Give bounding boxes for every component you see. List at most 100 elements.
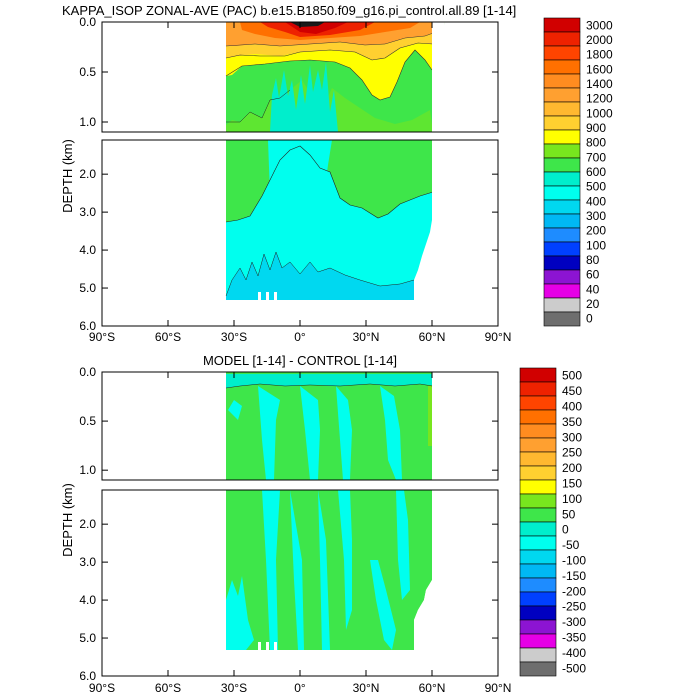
chart-2-colorbar-box — [519, 535, 557, 551]
chart-1-colorbar-label: 800 — [586, 136, 606, 150]
chart-2-upper-contour-1 — [225, 383, 433, 389]
chart-1-colorbar-box — [543, 241, 581, 257]
chart-2-colorbar-label: -50 — [562, 538, 580, 552]
chart-2-colorbar-box — [519, 493, 557, 509]
chart-1-colorbar-box — [543, 143, 581, 159]
chart-2-colorbar-box — [519, 563, 557, 579]
chart-2-lower-plume-4 — [338, 490, 352, 630]
chart-2-colorbar-box — [519, 591, 557, 607]
chart-2-title: MODEL [1-14] - CONTROL [1-14] — [203, 353, 397, 368]
chart-1-xtick-label: 30°S — [221, 330, 247, 344]
chart-1-colorbar-box — [543, 115, 581, 131]
chart-2-colorbar-box — [519, 661, 557, 677]
chart-1-colorbar-box — [543, 199, 581, 215]
chart-2-upper-plume-2 — [300, 386, 320, 480]
chart-2-colorbar-label: 250 — [562, 446, 582, 460]
chart-2-colorbar-box — [519, 451, 557, 467]
chart-2-colorbar-label: 350 — [562, 415, 582, 429]
chart-2-upper-field — [225, 372, 442, 480]
chart-2-colorbar-box — [519, 507, 557, 523]
chart-1-title: KAPPA_ISOP ZONAL-AVE (PAC) b.e15.B1850.f… — [62, 3, 516, 18]
chart-2-yticks-lower: 2.0 3.0 4.0 5.0 6.0 — [79, 517, 498, 683]
chart-1-colorbar-box — [543, 297, 581, 313]
chart-1-ytick-upper-label: 0.0 — [79, 15, 96, 29]
chart-1-colorbar-label: 0 — [586, 312, 593, 326]
chart-2-lower-gap-1 — [258, 642, 261, 650]
chart-1-ytick-upper-label: 1.0 — [79, 115, 96, 129]
chart-2-upper-land-mask — [432, 374, 442, 480]
chart-2-colorbar-box — [519, 549, 557, 565]
chart-2-colorbar-label: 500 — [562, 369, 582, 383]
chart-1-ytick-lower-label: 3.0 — [79, 205, 96, 219]
chart-2-ytick-lower-label: 5.0 — [79, 631, 96, 645]
chart-1-upper-contour-1 — [225, 42, 434, 61]
chart-2-colorbar-box — [519, 479, 557, 495]
chart-1-colorbar: 3000200018001600140012001000900800700600… — [543, 17, 613, 327]
chart-2-colorbar-box — [519, 423, 557, 439]
chart-2-colorbar: 500450400350300250200150100500-50-100-15… — [519, 367, 586, 677]
chart-1-colorbar-label: 100 — [586, 238, 606, 252]
chart-2-lower-land-mask-1 — [414, 580, 432, 650]
chart-2-colorbar-box — [519, 437, 557, 453]
chart-1-xtick-label: 30°N — [353, 330, 380, 344]
chart-1-colorbar-box — [543, 185, 581, 201]
chart-1-upper-cyan-plumes — [270, 62, 338, 132]
chart-2-colorbar-label: -100 — [562, 554, 586, 568]
chart-1-colorbar-box — [543, 129, 581, 145]
chart-2-colorbar-label: -400 — [562, 646, 586, 660]
chart-1-upper-contour-4 — [226, 89, 291, 123]
chart-1-colorbar-label: 700 — [586, 150, 606, 164]
chart-1-colorbar-box — [543, 101, 581, 117]
chart-1-colorbar-label: 2000 — [586, 33, 613, 47]
chart-1-xtick-label: 60°N — [419, 330, 446, 344]
chart-2-lower-gap-3 — [274, 642, 277, 650]
chart-1-colorbar-box — [543, 157, 581, 173]
chart-2-colorbar-label: 200 — [562, 461, 582, 475]
chart-2-xtick-label: 30°S — [221, 681, 247, 695]
chart-1: KAPPA_ISOP ZONAL-AVE (PAC) b.e15.B1850.f… — [60, 3, 613, 344]
chart-1-colorbar-label: 300 — [586, 209, 606, 223]
chart-2-lower-land-mask-2 — [432, 490, 442, 650]
chart-2-lower-plume-6 — [370, 560, 396, 650]
chart-2-lower-plume-3 — [318, 490, 330, 650]
chart-1-colorbar-label: 60 — [586, 268, 600, 282]
chart-2-colorbar-label: -300 — [562, 615, 586, 629]
chart-2-upper-plume-4 — [380, 386, 402, 480]
chart-1-xtick-label: 60°S — [155, 330, 181, 344]
chart-1-colorbar-label: 80 — [586, 253, 600, 267]
chart-2-lower-plume-1 — [262, 490, 280, 650]
chart-2-xtick-label: 0° — [294, 681, 306, 695]
chart-2-ytick-lower-label: 4.0 — [79, 593, 96, 607]
chart-1-lower-land-mask-2 — [432, 140, 440, 300]
chart-1-lower-field — [225, 140, 440, 300]
chart-2-lower-field — [226, 490, 442, 650]
chart-1-colorbar-box — [543, 45, 581, 61]
chart-1-colorbar-label: 1600 — [586, 62, 613, 76]
chart-2-colorbar-box — [519, 605, 557, 621]
chart-2: MODEL [1-14] - CONTROL [1-14] DEPTH (km) — [60, 353, 586, 695]
chart-2-xtick-label: 90°S — [89, 681, 115, 695]
chart-1-xtick-label: 90°S — [89, 330, 115, 344]
chart-2-lower-plume-5 — [396, 490, 410, 600]
chart-1-lower-deep-cyan — [226, 252, 416, 300]
chart-1-colorbar-label: 500 — [586, 180, 606, 194]
chart-1-colorbar-box — [543, 269, 581, 285]
chart-2-ytick-lower-label: 6.0 — [79, 669, 96, 683]
chart-2-colorbar-label: 100 — [562, 492, 582, 506]
chart-1-colorbar-label: 600 — [586, 165, 606, 179]
chart-2-colorbar-box — [519, 409, 557, 425]
chart-1-colorbar-label: 900 — [586, 121, 606, 135]
chart-1-colorbar-label: 1800 — [586, 48, 613, 62]
chart-1-colorbar-box — [543, 213, 581, 229]
chart-1-colorbar-label: 1400 — [586, 77, 613, 91]
chart-1-ylabel: DEPTH (km) — [60, 139, 75, 213]
chart-1-colorbar-box — [543, 17, 581, 33]
chart-2-colorbar-box — [519, 647, 557, 663]
chart-1-colorbar-box — [543, 283, 581, 299]
chart-2-upper-edge-green — [428, 386, 432, 446]
chart-2-colorbar-box — [519, 395, 557, 411]
chart-2-xtick-label: 90°N — [485, 681, 512, 695]
chart-2-upper-blob-1 — [228, 400, 242, 420]
chart-1-upper-contour-3 — [225, 31, 437, 47]
